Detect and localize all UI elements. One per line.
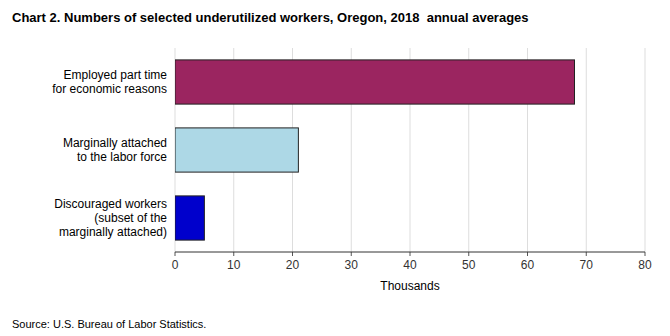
tick-mark [645,252,646,256]
bar [175,196,204,240]
grid-line [645,48,646,252]
tick-label: 60 [521,258,535,272]
category-label: Employed part timefor economic reasons [52,68,167,96]
tick-label: 70 [580,258,594,272]
tick-mark [292,252,293,256]
tick-mark [527,252,528,256]
tick-label: 30 [345,258,359,272]
bar [175,60,575,104]
x-axis-line [175,252,645,253]
grid [175,48,645,252]
bar [175,128,298,172]
grid-line [586,48,587,252]
source: Source: U.S. Bureau of Labor Statistics. [12,318,206,330]
tick-label: 40 [403,258,417,272]
bars [175,60,575,240]
tick-label: 20 [286,258,300,272]
tick-label: 0 [172,258,179,272]
category-label: Marginally attachedto the labor force [63,136,167,164]
tick-mark [586,252,587,256]
chart: Chart 2. Numbers of selected underutiliz… [0,0,670,336]
tick-label: 10 [227,258,241,272]
title: Chart 2. Numbers of selected underutiliz… [12,10,529,25]
tick-mark [410,252,411,256]
tick-label: 80 [638,258,652,272]
tick-mark [233,252,234,256]
category-label: Discouraged workers(subset of themargina… [54,197,167,239]
tick-mark [351,252,352,256]
tick-label: 50 [462,258,476,272]
tick-mark [468,252,469,256]
tick-mark [175,252,176,256]
x-axis-label: Thousands [380,279,439,293]
